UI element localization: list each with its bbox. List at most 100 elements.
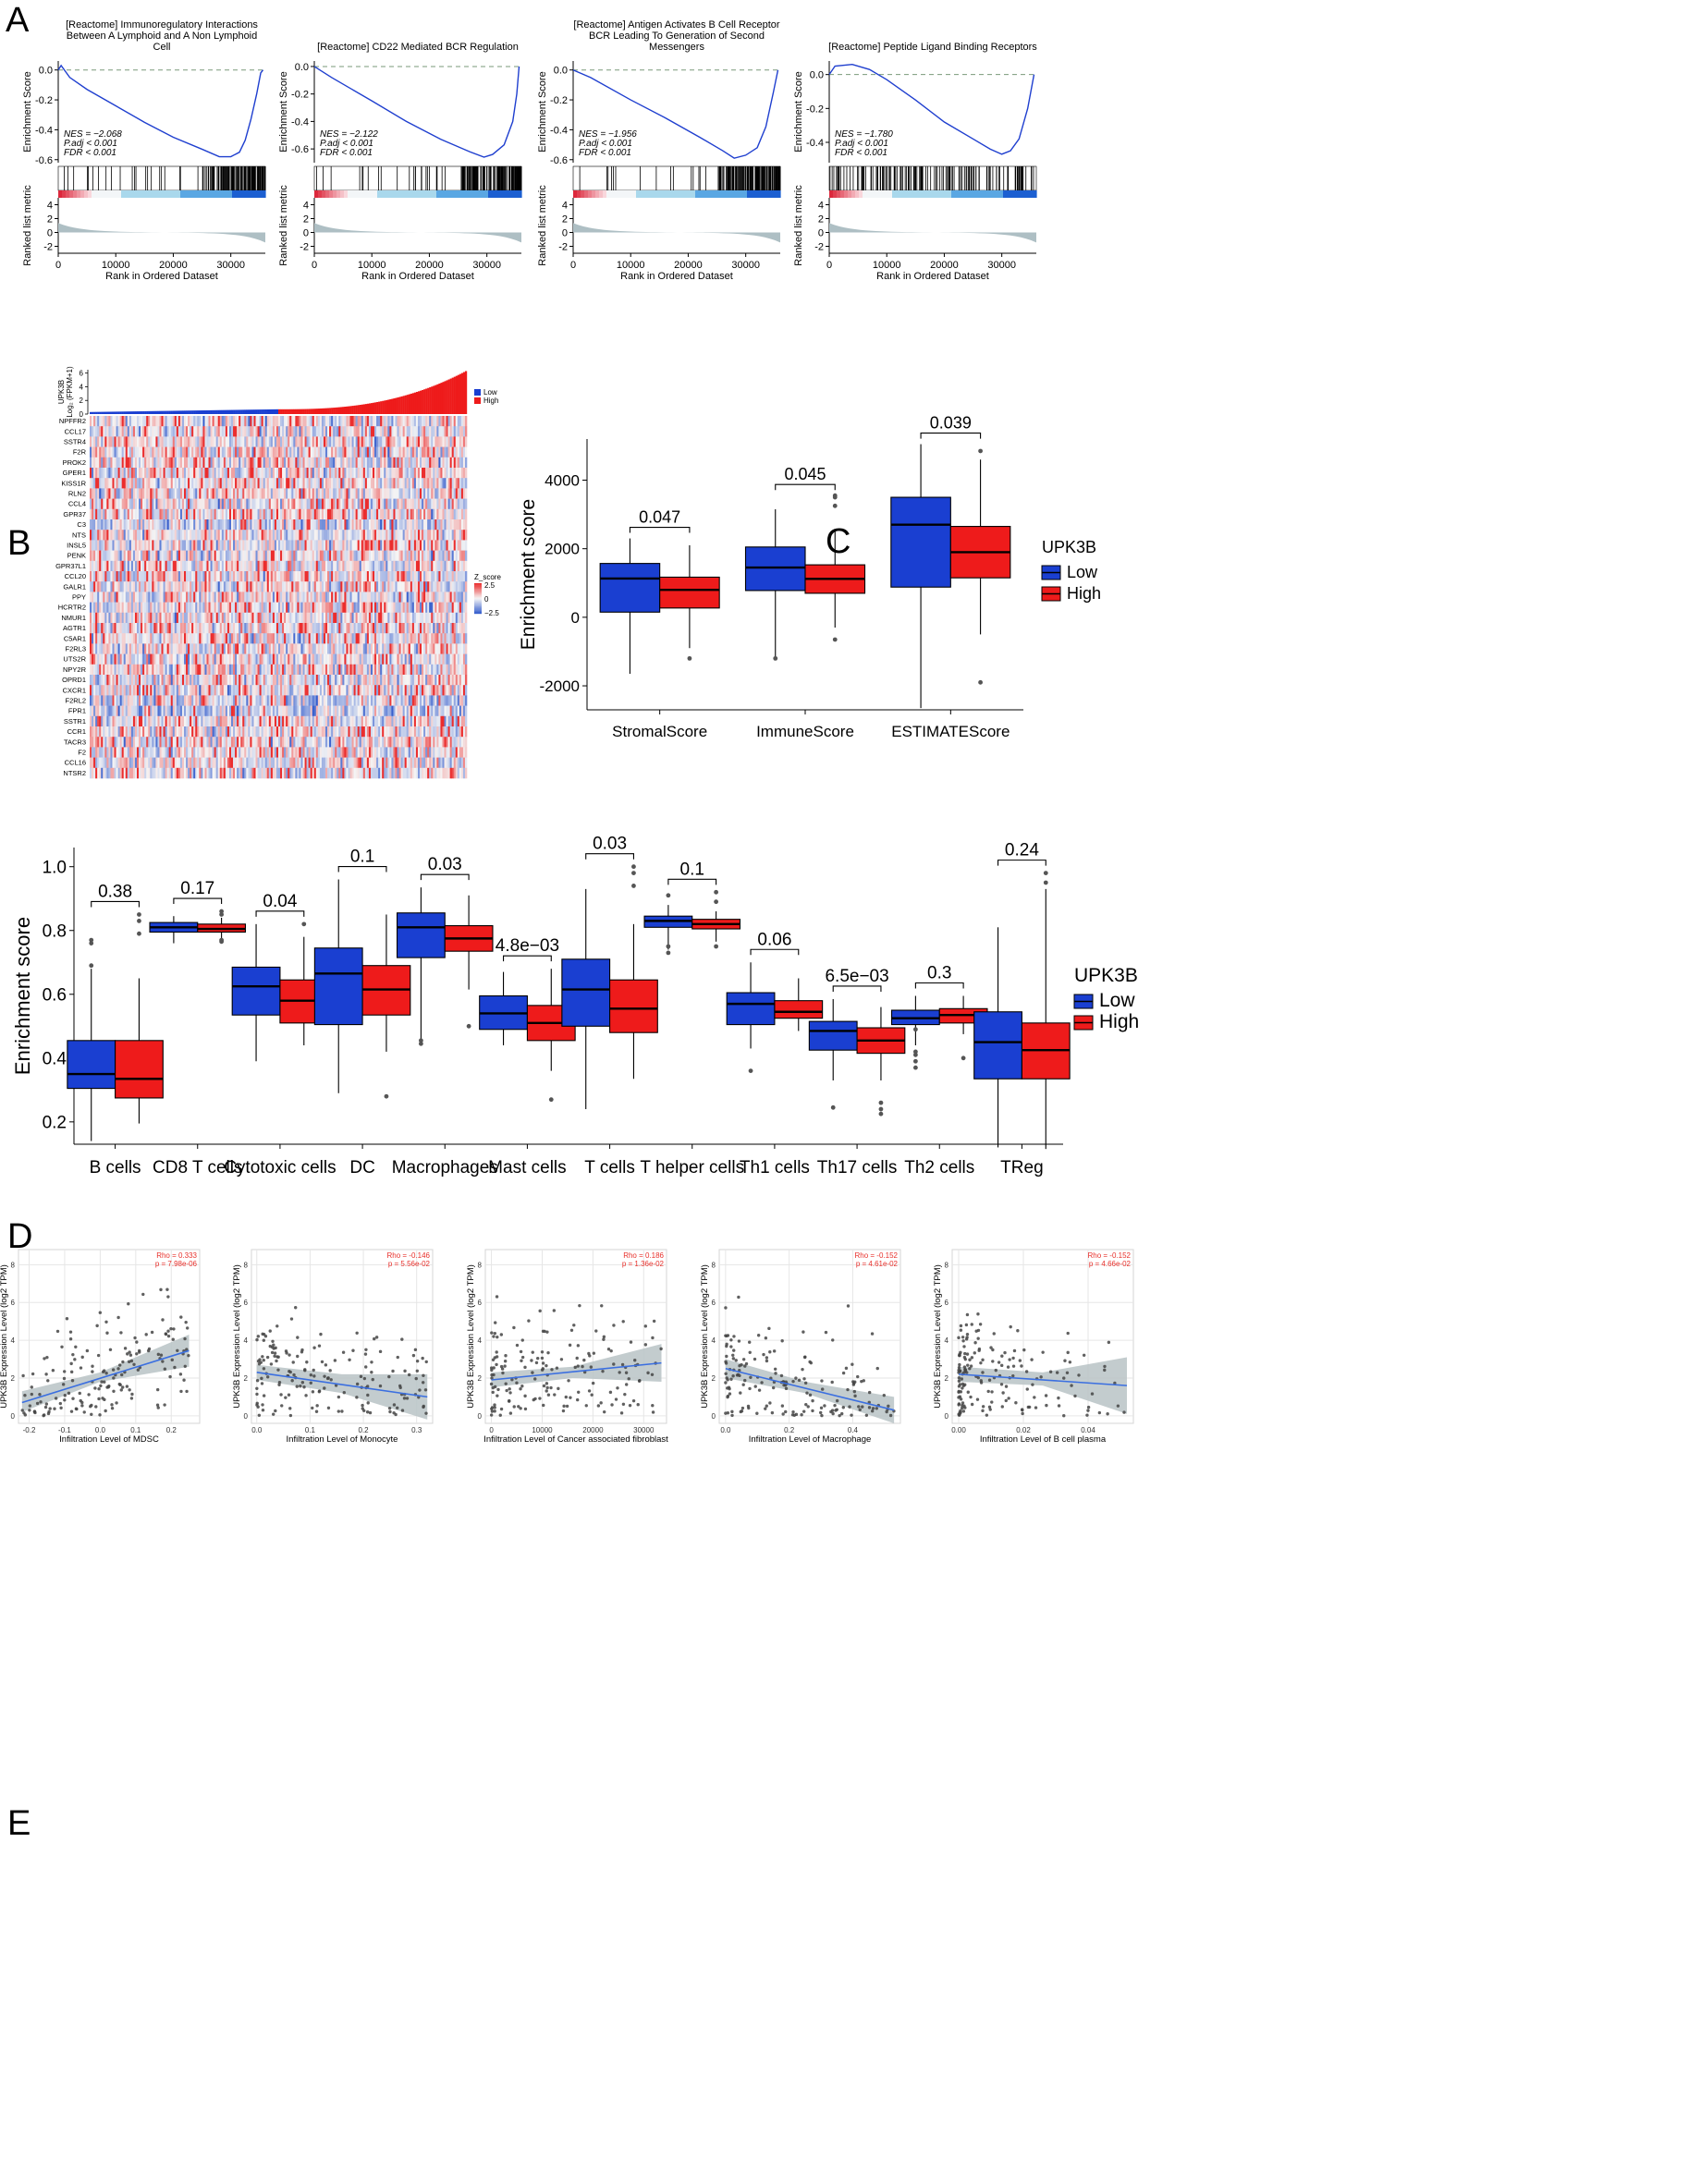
y-tick-label: 0.0 (810, 70, 824, 81)
heatmap-cell (366, 530, 370, 541)
heatmap-cell (400, 426, 403, 437)
heatmap-cell (117, 602, 120, 614)
heatmap-cell (93, 540, 96, 551)
heatmap-cell (233, 602, 236, 614)
heatmap-cell (335, 468, 337, 479)
heatmap-cell (193, 550, 196, 562)
heatmap-cell (176, 457, 179, 469)
heatmap-cell (335, 581, 337, 592)
heatmap-cell (152, 478, 154, 489)
heatmap-cell (402, 602, 405, 614)
heatmap-cell (411, 478, 415, 489)
heatmap-cell (398, 436, 401, 447)
heatmap-cell (331, 581, 334, 592)
heatmap-cell (215, 498, 219, 510)
rank-color-cell (988, 190, 993, 198)
heatmap-cell (93, 457, 96, 469)
heatmap-cell (398, 519, 401, 531)
heatmap-cell (144, 581, 147, 592)
heatmap-cell (451, 446, 455, 458)
heatmap-cell (438, 498, 441, 510)
heatmap-cell (423, 550, 426, 562)
heatmap-cell (225, 436, 228, 447)
heatmap-cell (127, 426, 130, 437)
rank-color-cell (184, 190, 189, 198)
expression-bar (278, 409, 281, 414)
x-tick-label: 0 (570, 260, 576, 271)
heatmap-cell (357, 416, 361, 427)
heatmap-cell (282, 508, 285, 520)
heatmap-cell (153, 540, 156, 551)
heatmap-cell (349, 488, 352, 499)
heatmap-cell (376, 416, 379, 427)
heatmap-cell (387, 540, 390, 551)
rank-color-cell (258, 190, 263, 198)
heatmap-cell (434, 581, 437, 592)
heatmap-cell (387, 592, 390, 603)
expression-bar (197, 410, 200, 414)
heatmap-cell (157, 488, 160, 499)
heatmap-cell (191, 436, 194, 447)
heatmap-cell (310, 498, 313, 510)
heatmap-cell (299, 416, 301, 427)
heatmap-cell (179, 488, 183, 499)
heatmap-cell (442, 416, 445, 427)
heatmap-cell (184, 508, 187, 520)
heatmap-cell (440, 478, 443, 489)
heatmap-cell (90, 468, 92, 479)
heatmap-cell (130, 478, 134, 489)
heatmap-cell (172, 602, 176, 614)
rank-color-cell (977, 190, 982, 198)
heatmap-cell (353, 592, 356, 603)
heatmap-cell (144, 436, 147, 447)
heatmap-cell (176, 519, 179, 531)
heatmap-cell (460, 530, 464, 541)
heatmap-cell (119, 436, 122, 447)
heatmap-cell (389, 519, 392, 531)
heatmap-cell (313, 478, 317, 489)
heatmap-cell (442, 478, 445, 489)
heatmap-cell (315, 508, 319, 520)
gsea-stat: FDR < 0.001 (320, 148, 373, 158)
heatmap-cell (417, 508, 421, 520)
heatmap-cell (425, 592, 428, 603)
heatmap-cell (141, 581, 143, 592)
heatmap-cell (210, 571, 213, 582)
heatmap-cell (422, 592, 424, 603)
expression-bar (193, 410, 196, 414)
heatmap-cell (459, 540, 462, 551)
heatmap-cell (225, 488, 228, 499)
expression-bar (442, 382, 445, 414)
heatmap-cell (346, 519, 349, 531)
heatmap-cell (226, 426, 230, 437)
heatmap-cell (451, 416, 455, 427)
heatmap-cell (99, 416, 102, 427)
heatmap-cell (170, 468, 174, 479)
heatmap-cell (331, 416, 334, 427)
heatmap-cell (166, 488, 169, 499)
heatmap-cell (244, 457, 247, 469)
heatmap-cell (331, 560, 334, 572)
heatmap-cell (121, 416, 125, 427)
rank-color-cell (80, 190, 85, 198)
heatmap-cell (228, 519, 232, 531)
heatmap-cell (325, 508, 328, 520)
heatmap-cell (266, 478, 270, 489)
heatmap-cell (353, 446, 356, 458)
heatmap-cell (248, 488, 251, 499)
heatmap-cell (110, 426, 113, 437)
heatmap-cell (130, 530, 134, 541)
heatmap-cell (146, 457, 149, 469)
heatmap-cell (331, 488, 334, 499)
heatmap-cell (351, 530, 354, 541)
heatmap-cell (103, 571, 105, 582)
heatmap-cell (284, 530, 287, 541)
heatmap-cell (453, 530, 457, 541)
heatmap-cell (128, 540, 132, 551)
heatmap-cell (272, 581, 275, 592)
heatmap-cell (184, 478, 187, 489)
heatmap-cell (306, 498, 309, 510)
heatmap-cell (434, 488, 437, 499)
heatmap-cell (408, 416, 411, 427)
heatmap-cell (402, 416, 405, 427)
